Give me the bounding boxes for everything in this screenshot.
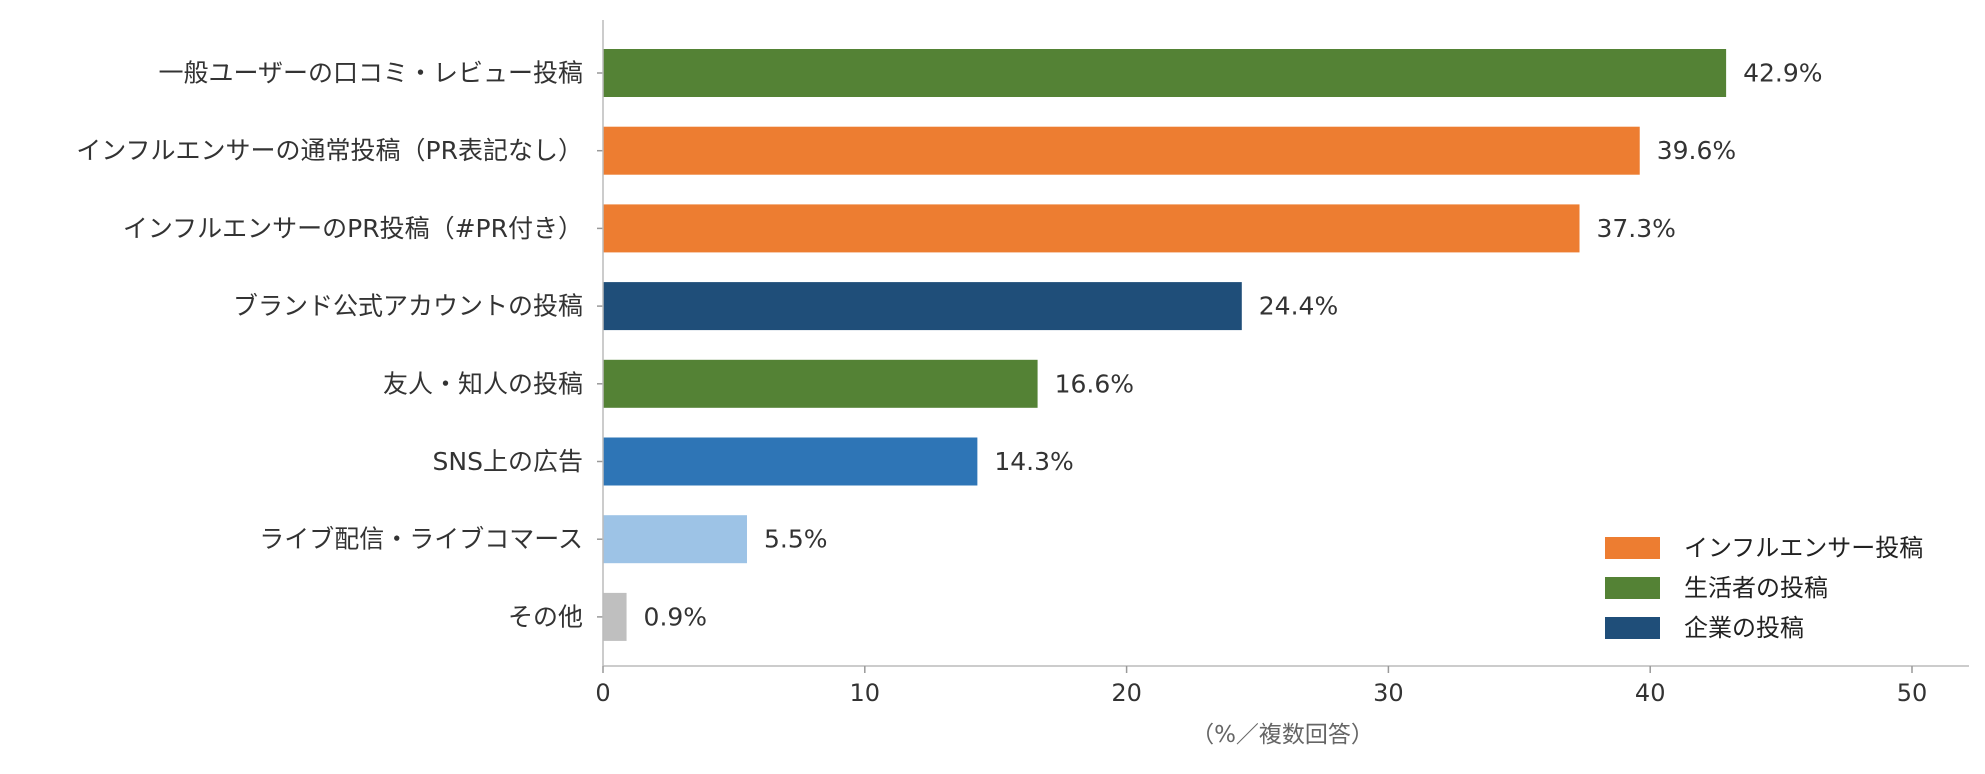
value-label: 24.4% [1259, 292, 1338, 321]
value-label: 16.6% [1055, 369, 1134, 398]
value-label: 39.6% [1657, 136, 1736, 165]
category-label: インフルエンサーのPR投稿（#PR付き） [123, 214, 583, 243]
value-label: 42.9% [1743, 59, 1822, 88]
x-tick-label: 30 [1373, 679, 1404, 707]
category-label: 友人・知人の投稿 [383, 369, 583, 398]
bar [603, 49, 1727, 97]
legend-label: インフルエンサー投稿 [1684, 534, 1923, 562]
x-tick-label: 50 [1897, 679, 1928, 707]
bar [603, 204, 1580, 253]
category-label: 一般ユーザーの口コミ・レビュー投稿 [158, 59, 583, 88]
legend-swatch [1605, 617, 1660, 639]
x-tick-label: 20 [1111, 679, 1142, 707]
category-label: インフルエンサーの通常投稿（PR表記なし） [76, 136, 583, 165]
bar [603, 515, 747, 564]
value-label: 14.3% [994, 447, 1073, 476]
legend-swatch [1605, 577, 1660, 599]
bar [603, 359, 1038, 408]
x-tick-label: 0 [595, 679, 610, 707]
x-axis-title: （%／複数回答） [1191, 722, 1374, 748]
bars-layer: 42.9% 39.6% 37.3% 24.4% 16.6% 14.3% 5.5% 0.9% [603, 49, 1823, 641]
value-label: 5.5% [764, 525, 828, 554]
value-label: 37.3% [1597, 214, 1676, 243]
x-tick-label: 10 [850, 679, 881, 707]
bar [603, 592, 627, 641]
category-label: SNS上の広告 [433, 447, 583, 476]
bar [603, 437, 978, 486]
legend-swatch [1605, 537, 1660, 559]
value-label: 0.9% [644, 602, 708, 631]
category-label: その他 [508, 602, 583, 631]
legend-label: 企業の投稿 [1684, 614, 1804, 642]
category-label: ライブ配信・ライブコマース [259, 525, 583, 554]
legend-label: 生活者の投稿 [1684, 574, 1828, 602]
bar [603, 282, 1242, 331]
x-tick-label: 40 [1635, 679, 1666, 707]
category-label: ブランド公式アカウントの投稿 [233, 292, 583, 321]
bar [603, 126, 1640, 175]
